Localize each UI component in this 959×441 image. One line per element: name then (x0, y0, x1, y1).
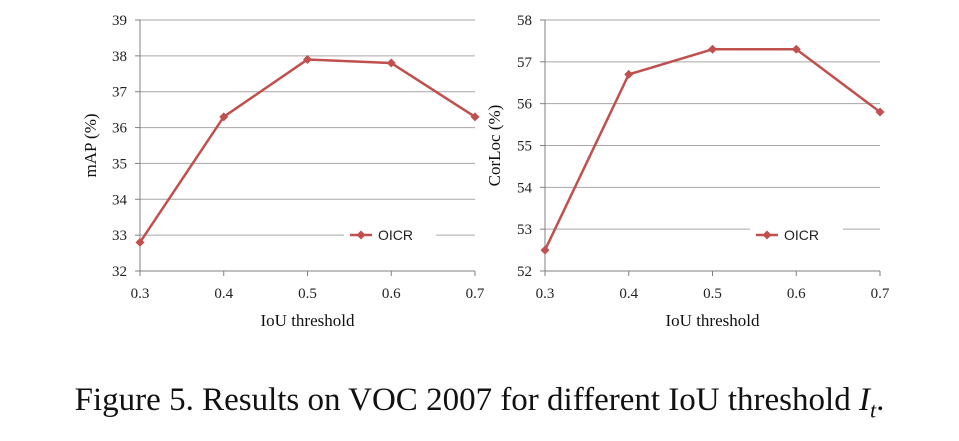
x-tick-label: 0.6 (382, 286, 401, 302)
y-tick-label: 53 (517, 222, 532, 238)
x-tick-label: 0.4 (214, 286, 233, 302)
x-axis-title: IoU threshold (261, 311, 355, 330)
y-tick-label: 33 (112, 228, 127, 244)
y-tick-label: 39 (112, 13, 127, 29)
legend-marker (356, 230, 366, 240)
y-tick-label: 55 (517, 139, 532, 155)
y-tick-label: 54 (517, 180, 533, 196)
series-line-oicr (138, 58, 476, 244)
legend-label: OICR (784, 227, 819, 243)
data-point-marker (624, 69, 634, 79)
data-point-marker (708, 44, 717, 54)
y-axis-title: CorLoc (%) (485, 105, 504, 187)
y-tick-label: 56 (517, 97, 533, 113)
legend-label: OICR (378, 227, 413, 243)
figure: 32 33 34 35 36 37 38 39 0.3 0.4 0.5 0.6 0.7 IoU thres… (81, 13, 890, 330)
caption-math-subscript: t (869, 397, 877, 423)
x-tick-label: 0.7 (871, 286, 890, 302)
y-tick-label: 34 (112, 192, 128, 208)
caption-end: . (876, 382, 885, 418)
y-tick-label: 37 (112, 85, 128, 101)
y-tick-label: 58 (517, 13, 532, 29)
legend: OICR (750, 226, 843, 244)
y-tick-label: 38 (112, 49, 127, 65)
data-point-marker (219, 112, 229, 122)
legend-background (750, 226, 843, 244)
data-point-marker (386, 58, 396, 68)
series-line-oicr (543, 48, 881, 251)
data-point-marker (540, 245, 550, 255)
chart-1: 32 33 34 35 36 37 38 39 0.3 0.4 0.5 0.6 0.7 IoU thres… (81, 13, 485, 330)
chart-2: 52 53 54 55 56 57 58 0.3 0.4 0.5 0.6 0.7 IoU thresho… (485, 13, 890, 330)
legend: OICR (344, 226, 436, 244)
y-tick-label: 36 (112, 121, 128, 137)
y-tick-label: 52 (517, 264, 532, 280)
data-point-marker (135, 237, 145, 247)
data-point-marker (303, 54, 312, 64)
x-tick-label: 0.4 (619, 286, 638, 302)
caption-math-symbol: I (858, 382, 870, 418)
x-tick-label: 0.3 (131, 286, 150, 302)
x-axis-title: IoU threshold (666, 311, 760, 330)
x-tick-label: 0.5 (298, 286, 317, 302)
y-tick-label: 57 (517, 55, 533, 71)
x-tick-label: 0.7 (466, 286, 485, 302)
caption-text: Figure 5. Results on VOC 2007 for differ… (74, 382, 859, 418)
y-tick-label: 35 (112, 156, 127, 172)
x-tick-label: 0.6 (787, 286, 806, 302)
data-point-marker (875, 107, 885, 117)
data-point-marker (791, 44, 801, 54)
legend-background (344, 226, 436, 244)
x-tick-label: 0.5 (703, 286, 722, 302)
y-tick-label: 32 (112, 264, 127, 280)
x-tick-label: 0.3 (536, 286, 555, 302)
figure-caption: Figure 5. Results on VOC 2007 for differ… (0, 382, 959, 424)
legend-marker (762, 230, 772, 240)
y-axis-title: mAP (%) (81, 113, 100, 177)
data-point-marker (470, 112, 480, 122)
